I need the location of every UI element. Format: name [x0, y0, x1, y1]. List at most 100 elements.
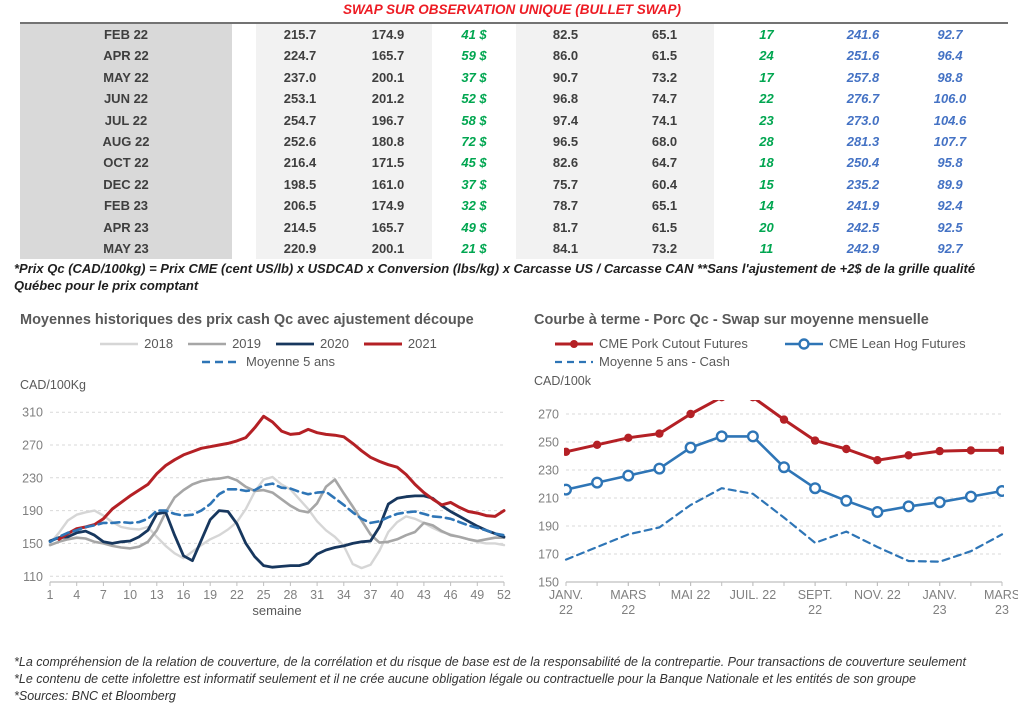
spacer-cell — [232, 88, 256, 109]
legend-swatch-line-icon — [202, 360, 241, 363]
legend-label: 2018 — [144, 336, 174, 351]
legend-label: CME Lean Hog Futures — [829, 336, 966, 351]
table-row: AUG 22 252.6 180.8 72 $ 96.5 68.0 28 281.3 107.7 — [20, 130, 1008, 153]
svg-text:SEPT.: SEPT. — [798, 588, 833, 602]
value-cell: 61.5 — [615, 45, 714, 67]
value-cell: 97.4 — [516, 109, 615, 131]
value-cell: 165.7 — [344, 216, 432, 238]
value-cell: 96.8 — [516, 88, 615, 110]
table-footnote: *Prix Qc (CAD/100kg) = Prix CME (cent US… — [14, 261, 976, 293]
svg-text:19: 19 — [203, 588, 217, 602]
legend-label: 2019 — [232, 336, 261, 351]
svg-text:37: 37 — [364, 588, 378, 602]
value-cell: 78.7 — [516, 195, 615, 217]
spacer-cell — [232, 238, 256, 259]
value-cell: 161.0 — [344, 173, 432, 196]
value-cell: 257.8 — [846, 69, 880, 85]
value-cell: 174.9 — [344, 195, 432, 217]
svg-text:10: 10 — [123, 588, 137, 602]
svg-text:190: 190 — [22, 504, 43, 518]
value-cell: 86.0 — [516, 45, 615, 67]
value-cell: 95.8 — [937, 155, 963, 171]
value-cell: 220.9 — [256, 237, 344, 260]
legend-item: CME Lean Hog Futures — [784, 336, 1004, 351]
svg-text:7: 7 — [100, 588, 107, 602]
value-cell: 45 $ — [461, 155, 487, 171]
value-cell: 104.6 — [933, 112, 967, 128]
table-row: FEB 23 206.5 174.9 32 $ 78.7 65.1 14 241.9 92.4 — [20, 195, 1008, 217]
legend-swatch-line-icon — [363, 342, 402, 345]
value-cell: 90.7 — [516, 66, 615, 89]
value-cell: 68.0 — [615, 130, 714, 153]
table-row: JUN 22 253.1 201.2 52 $ 96.8 74.7 22 276.7 106.0 — [20, 88, 1008, 110]
svg-text:43: 43 — [417, 588, 431, 602]
value-cell: 215.7 — [256, 24, 344, 46]
value-cell: 21 $ — [461, 240, 487, 256]
footnote-line: *Sources: BNC et Bloomberg — [14, 689, 176, 703]
spacer-cell — [232, 110, 256, 131]
disclaimer-footnotes: *La compréhension de la relation de couv… — [14, 654, 1014, 705]
value-cell: 75.7 — [516, 173, 615, 196]
svg-text:28: 28 — [283, 588, 297, 602]
value-cell: 242.5 — [846, 219, 880, 235]
value-cell: 276.7 — [846, 91, 880, 107]
value-cell: 253.1 — [256, 88, 344, 110]
value-cell: 18 — [759, 155, 774, 171]
svg-text:22: 22 — [621, 603, 635, 617]
value-cell: 72 $ — [461, 133, 487, 149]
svg-text:190: 190 — [538, 520, 559, 534]
value-cell: 180.8 — [344, 130, 432, 153]
legend-item: 2021 — [363, 336, 437, 351]
chart-panel-historical-prices: Moyennes historiques des prix cash Qc av… — [14, 312, 516, 639]
spacer-cell — [232, 195, 256, 216]
table-row: JUL 22 254.7 196.7 58 $ 97.4 74.1 23 273.0 104.6 — [20, 109, 1008, 131]
month-cell: JUL 22 — [20, 109, 232, 131]
table-row: FEB 22 215.7 174.9 41 $ 82.5 65.1 17 241.6 92.7 — [20, 24, 1008, 46]
svg-text:22: 22 — [230, 588, 244, 602]
legend-label: 2021 — [407, 336, 437, 351]
svg-text:150: 150 — [22, 537, 43, 551]
legend-swatch-line-icon — [555, 360, 593, 363]
svg-text:170: 170 — [538, 548, 559, 562]
svg-text:110: 110 — [23, 570, 43, 584]
svg-text:230: 230 — [22, 471, 43, 485]
svg-text:MARS: MARS — [610, 588, 646, 602]
spacer-cell — [232, 174, 256, 195]
value-cell: 17 — [759, 69, 774, 85]
svg-text:46: 46 — [444, 588, 458, 602]
value-cell: 214.5 — [256, 216, 344, 238]
svg-text:1: 1 — [47, 588, 54, 602]
legend-label: 2020 — [320, 336, 349, 351]
value-cell: 200.1 — [344, 66, 432, 89]
chart-legend: 2018 2019 2020 2021 Moyenne 5 ans — [14, 336, 516, 372]
table-row: OCT 22 216.4 171.5 45 $ 82.6 64.7 18 250.4 95.8 — [20, 152, 1008, 174]
value-cell: 37 $ — [461, 176, 487, 192]
svg-text:JANV.: JANV. — [923, 588, 957, 602]
swap-table: FEB 22 215.7 174.9 41 $82.5 65.1 17 241.6 92.7 A… — [20, 22, 1008, 260]
month-cell: FEB 23 — [20, 195, 232, 217]
svg-text:16: 16 — [177, 588, 191, 602]
value-cell: 254.7 — [256, 109, 344, 131]
value-cell: 32 $ — [461, 198, 487, 214]
legend-swatch-line-icon — [188, 342, 227, 345]
svg-text:JANV.: JANV. — [549, 588, 583, 602]
value-cell: 96.4 — [937, 48, 963, 64]
legend-swatch-dot-line-icon — [555, 339, 593, 348]
svg-text:JUIL. 22: JUIL. 22 — [730, 588, 777, 602]
spacer-cell — [232, 152, 256, 173]
value-cell: 61.5 — [615, 216, 714, 238]
value-cell: 92.7 — [937, 27, 963, 42]
value-cell: 241.6 — [846, 27, 880, 42]
chart-title: Moyennes historiques des prix cash Qc av… — [20, 312, 474, 328]
month-cell: JUN 22 — [20, 88, 232, 110]
value-cell: 41 $ — [461, 27, 487, 42]
value-cell: 23 — [759, 112, 774, 128]
spacer-cell — [232, 45, 256, 66]
svg-text:23: 23 — [933, 603, 947, 617]
value-cell: 252.6 — [256, 130, 344, 153]
value-cell: 60.4 — [615, 173, 714, 196]
svg-text:25: 25 — [257, 588, 271, 602]
value-cell: 174.9 — [344, 24, 432, 46]
value-cell: 96.5 — [516, 130, 615, 153]
